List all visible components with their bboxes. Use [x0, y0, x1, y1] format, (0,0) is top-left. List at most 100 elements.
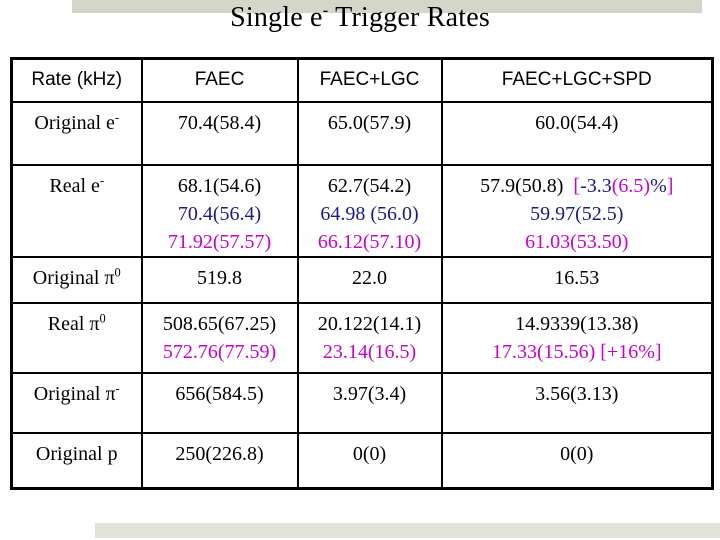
text-segment: 61.03(53.50): [525, 230, 629, 253]
cell-line: 656(584.5): [144, 380, 296, 408]
superscript: -: [114, 109, 120, 124]
cell-line: 3.97(3.4): [300, 380, 440, 408]
text-segment: 0(0): [560, 442, 594, 465]
data-cell: 57.9(50.8) [-3.3(6.5)%] 59.97(52.5) 61.03(…: [440, 163, 714, 258]
text-segment: Real π: [47, 312, 100, 335]
bottom-accent-bar: [95, 523, 720, 538]
text-segment: 64.98 (56.0): [320, 202, 419, 225]
header-row: Rate (kHz) FAEC FAEC+LGC FAEC+LGC+SPD: [10, 57, 714, 103]
text-segment: 656(584.5): [175, 382, 264, 405]
column-header-faec: FAEC: [140, 57, 299, 103]
text-segment: -3.3: [580, 174, 612, 197]
cell-line: 65.0(57.9): [300, 109, 440, 137]
cell-line: 62.7(54.2): [300, 172, 440, 200]
cell-line: 17.33(15.56) [+16%]: [444, 338, 711, 366]
cell-line: 22.0: [300, 264, 440, 292]
superscript: -: [99, 172, 105, 187]
row-label: Real π0: [10, 301, 143, 374]
text-segment: Original π: [33, 382, 116, 405]
data-cell: 70.4(58.4): [140, 100, 299, 166]
text-segment: 20.122(14.1): [317, 312, 422, 335]
trigger-rates-table: Rate (kHz) FAEC FAEC+LGC FAEC+LGC+SPD Origi…: [10, 57, 714, 490]
text-segment: %: [650, 174, 667, 197]
column-header-rate-khz-: Rate (kHz): [10, 57, 143, 103]
data-cell: 16.53: [440, 255, 714, 304]
table-row: Real π0 508.65(67.25) 572.76(77.59) 20.122(…: [10, 301, 714, 374]
table-row: Original π- 656(584.5) 3.97(3.4) 3.56(3.13): [10, 371, 714, 434]
text-segment: 70.4(58.4): [177, 111, 262, 134]
table-body: Original e- 70.4(58.4) 65.0(57.9) 60.0(54.4…: [10, 100, 714, 490]
text-segment: 60.0(54.4): [535, 111, 619, 134]
cell-line: 16.53: [444, 264, 711, 292]
row-label: Original p: [10, 431, 143, 490]
cell-line: 64.98 (56.0): [300, 200, 440, 228]
cell-line: 14.9339(13.38): [444, 310, 711, 338]
text-segment: 0(0): [352, 442, 387, 465]
text-segment: Real e: [49, 174, 100, 197]
text-segment: 70.4(56.4): [177, 202, 262, 225]
data-cell: 65.0(57.9): [296, 100, 443, 166]
text-segment: Original π: [32, 266, 115, 289]
slide-title-pre: Single e: [230, 2, 323, 33]
text-segment: 3.97(3.4): [332, 382, 407, 405]
data-cell: 250(226.8): [140, 431, 299, 490]
cell-line: 60.0(54.4): [444, 109, 711, 137]
slide-title: Single e- Trigger Rates: [0, 2, 720, 34]
cell-line: 70.4(58.4): [144, 109, 296, 137]
text-segment: 16.53: [554, 266, 600, 289]
superscript: 0: [114, 264, 121, 279]
data-cell: 656(584.5): [140, 371, 299, 434]
cell-line: 59.97(52.5): [444, 200, 711, 228]
text-segment: 62.7(54.2): [327, 174, 412, 197]
text-segment: Original p: [35, 442, 118, 465]
data-cell: 20.122(14.1) 23.14(16.5): [296, 301, 443, 374]
data-cell: 60.0(54.4): [440, 100, 714, 166]
text-segment: 14.9339(13.38): [515, 312, 639, 335]
cell-line: 519.8: [144, 264, 296, 292]
table-row: Original e- 70.4(58.4) 65.0(57.9) 60.0(54.4…: [10, 100, 714, 166]
text-segment: 519.8: [197, 266, 242, 289]
row-label: Original e-: [10, 100, 143, 166]
text-segment: 17.33(15.56) [+16%]: [491, 340, 662, 363]
text-segment: 250(226.8): [175, 442, 264, 465]
data-cell: 14.9339(13.38) 17.33(15.56) [+16%]: [440, 301, 714, 374]
cell-line: 0(0): [444, 440, 711, 468]
text-segment: 23.14(16.5): [322, 340, 417, 363]
data-cell: 508.65(67.25) 572.76(77.59): [140, 301, 299, 374]
text-segment: 3.56(3.13): [535, 382, 619, 405]
text-segment: (6.5): [611, 174, 651, 197]
cell-line: 68.1(54.6): [144, 172, 296, 200]
slide-title-post: Trigger Rates: [328, 2, 490, 33]
row-label: Original π-: [10, 371, 143, 434]
cell-line: 20.122(14.1): [300, 310, 440, 338]
text-segment: 65.0(57.9): [327, 111, 412, 134]
data-cell: 0(0): [296, 431, 443, 490]
text-segment: 508.65(67.25): [162, 312, 277, 335]
text-segment: 22.0: [352, 266, 387, 289]
column-header-faec-lgc-spd: FAEC+LGC+SPD: [440, 57, 714, 103]
text-segment: 572.76(77.59): [162, 340, 277, 363]
slide-title-superscript: -: [322, 0, 329, 20]
cell-line: 508.65(67.25): [144, 310, 296, 338]
cell-line: 572.76(77.59): [144, 338, 296, 366]
top-accent-bar: [72, 0, 702, 13]
cell-line: 3.56(3.13): [444, 380, 711, 408]
text-segment: 68.1(54.6): [177, 174, 262, 197]
data-cell: 519.8: [140, 255, 299, 304]
data-cell: 62.7(54.2) 64.98 (56.0) 66.12(57.10): [296, 163, 443, 258]
superscript: 0: [99, 310, 106, 325]
data-cell: 22.0: [296, 255, 443, 304]
cell-line: 66.12(57.10): [300, 228, 440, 255]
table-row: Real e- 68.1(54.6) 70.4(56.4) 71.92(57.57) 6…: [10, 163, 714, 258]
cell-line: 57.9(50.8) [-3.3(6.5)%]: [444, 172, 711, 200]
text-segment: 59.97(52.5): [530, 202, 624, 225]
data-cell: 3.56(3.13): [440, 371, 714, 434]
text-segment: 66.12(57.10): [317, 230, 422, 253]
table-row: Original p 250(226.8) 0(0) 0(0): [10, 431, 714, 490]
text-segment: ]: [666, 174, 674, 197]
row-label: Original π0: [10, 255, 143, 304]
column-header-faec-lgc: FAEC+LGC: [296, 57, 443, 103]
text-segment: 57.9(50.8): [480, 174, 574, 197]
cell-line: 70.4(56.4): [144, 200, 296, 228]
text-segment: Original e: [34, 111, 115, 134]
